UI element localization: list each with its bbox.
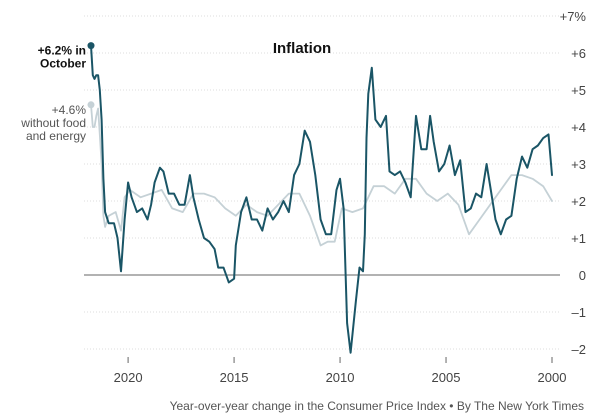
y-tick-label: –2 <box>572 342 586 357</box>
latest-point-all-items <box>87 42 95 50</box>
series-line-all-items <box>90 44 553 354</box>
x-tick-label: 2015 <box>220 370 249 385</box>
y-tick-label: +3 <box>571 157 586 172</box>
annotation-latest-core: +4.6% without food and energy <box>20 103 86 143</box>
x-tick-label: 2020 <box>114 370 143 385</box>
chart-title: Inflation <box>273 40 331 57</box>
x-tick-label: 2010 <box>326 370 355 385</box>
x-tick-label: 2005 <box>432 370 461 385</box>
series-line-core <box>90 103 553 247</box>
y-tick-label: +5 <box>571 83 586 98</box>
series-layer <box>87 42 553 354</box>
grid-layer <box>84 15 560 350</box>
x-tick-label: 2000 <box>538 370 567 385</box>
y-tick-label: +1 <box>571 231 586 246</box>
y-tick-label: +2 <box>571 194 586 209</box>
latest-point-core <box>87 101 95 109</box>
y-tick-label: +7% <box>560 9 587 24</box>
y-tick-label: –1 <box>572 305 586 320</box>
x-axis: 2000 2005 2010 2015 2020 <box>114 357 567 385</box>
annotation-layer: +6.2% in October +4.6% without food and ener… <box>20 44 86 143</box>
y-axis-labels: –2 –1 0 +1 +2 +3 +4 +5 +6 +7% <box>560 9 587 357</box>
y-tick-label: +6 <box>571 46 586 61</box>
y-tick-label: 0 <box>579 268 586 283</box>
y-tick-label: +4 <box>571 120 586 135</box>
annotation-latest-all-items: +6.2% in October <box>38 44 87 71</box>
source-note: Year-over-year change in the Consumer Pr… <box>170 399 584 413</box>
